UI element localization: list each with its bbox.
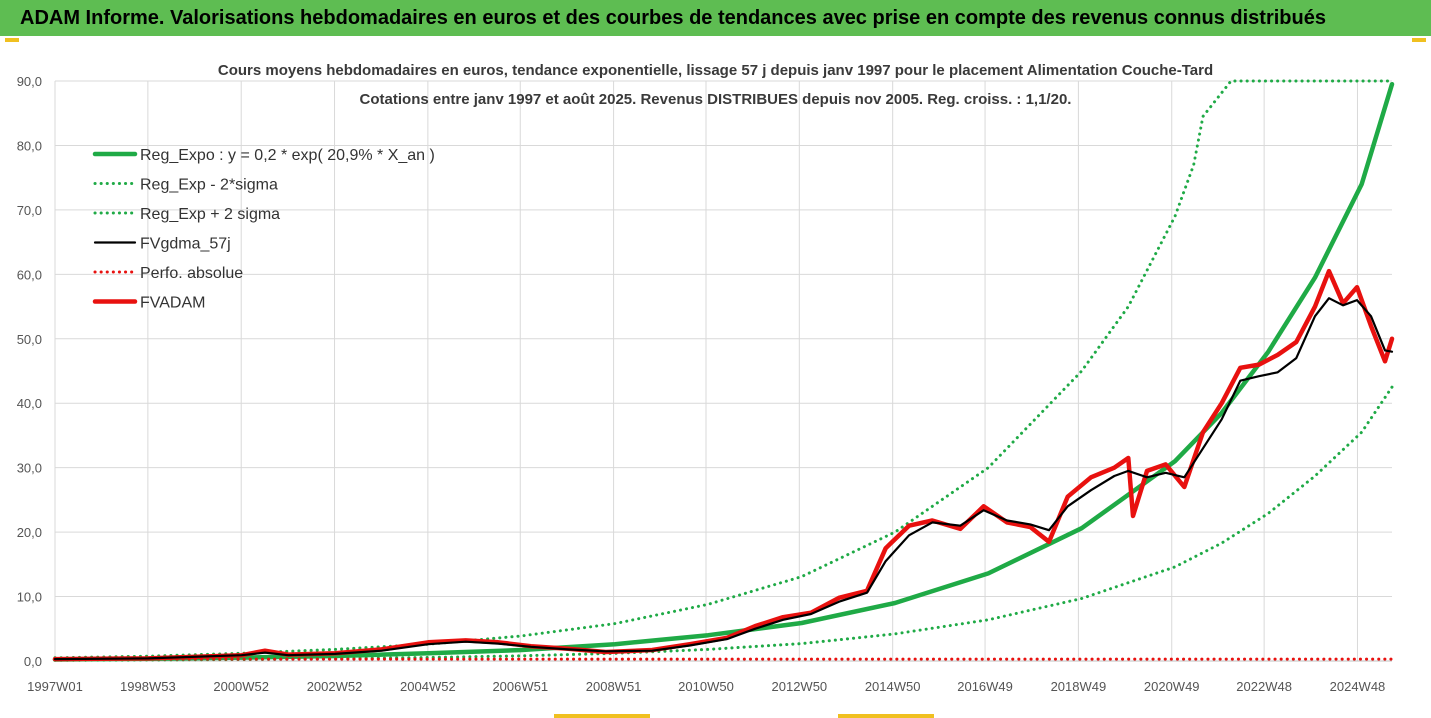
x-tick-label: 2020W49 [1144,679,1200,694]
x-tick-label: 2000W52 [213,679,269,694]
x-tick-label: 1998W53 [120,679,176,694]
legend-label: Reg_Exp + 2 sigma [140,206,280,223]
y-tick-label: 50,0 [17,332,42,347]
legend-label: Reg_Expo : y = 0,2 * exp( 20,9% * X_an ) [140,147,435,164]
x-tick-label: 2022W48 [1236,679,1292,694]
chart-subtitle: Cotations entre janv 1997 et août 2025. … [359,91,1072,108]
corner-mark-top-left [5,38,19,42]
x-tick-label: 2018W49 [1051,679,1107,694]
y-tick-label: 0,0 [24,654,42,669]
x-tick-label: 2002W52 [307,679,363,694]
legend-label: FVgdma_57j [140,236,231,253]
series-line-1 [52,81,1395,662]
y-tick-label: 20,0 [17,525,42,540]
x-tick-label: 2008W51 [586,679,642,694]
y-tick-label: 40,0 [17,396,42,411]
legend-label: Reg_Exp - 2*sigma [140,177,278,194]
chart-svg: 0,0 10,0 20,0 30,0 40,0 50,0 60,0 70,0 80,0 90,0 1… [17,74,1395,694]
x-tick-label: 2024W48 [1330,679,1386,694]
chart-title: Cours moyens hebdomadaires en euros, ten… [217,62,1214,79]
y-tick-label: 80,0 [17,138,42,153]
bottom-mark-left [554,714,650,718]
report-banner: ADAM Informe. Valorisations hebdomadaire… [0,0,1431,36]
x-tick-label: 2012W50 [772,679,828,694]
y-tick-label: 30,0 [17,461,42,476]
bottom-mark-right [838,714,934,718]
y-tick-label: 10,0 [17,590,42,605]
x-tick-label: 2004W52 [400,679,456,694]
y-tick-label: 70,0 [17,203,42,218]
x-tick-label: 2010W50 [678,679,734,694]
legend-label: Perfo. absolue [140,265,243,282]
x-tick-label: 2014W50 [865,679,921,694]
series-line-2 [53,385,1394,662]
x-tick-label: 2006W51 [492,679,548,694]
corner-mark-top-right [1412,38,1426,42]
y-tick-label: 60,0 [17,267,42,282]
legend-label: FVADAM [140,295,205,312]
series-line-4 [53,297,1394,661]
series-line-3 [53,79,1394,660]
chart-area: 0,0 10,0 20,0 30,0 40,0 50,0 60,0 70,0 80,0 90,0 1… [0,36,1431,718]
x-tick-label: 2016W49 [957,679,1013,694]
y-tick-label: 90,0 [17,74,42,89]
x-tick-label: 1997W01 [27,679,83,694]
